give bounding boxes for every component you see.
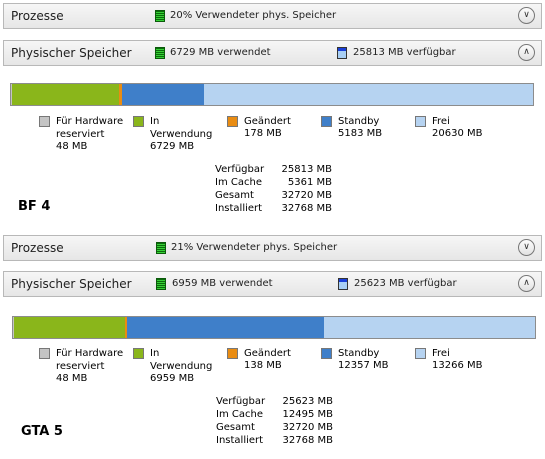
- legend-label: In Verwendung: [150, 348, 213, 372]
- stat-value: 25813 MB: [281, 164, 332, 175]
- legend-label: Für Hardware reserviert: [56, 116, 124, 140]
- stat-key: Gesamt: [216, 422, 255, 433]
- legend-label: Geändert: [244, 116, 291, 127]
- hardware-reserved-segment: [11, 84, 12, 105]
- game-label: GTA 5: [21, 424, 63, 439]
- processes-header[interactable]: Prozesse 21% Verwendeter phys. Speicher …: [3, 235, 542, 261]
- legend-value: 12357 MB: [338, 360, 389, 371]
- stat-key: Im Cache: [216, 409, 263, 420]
- standby-segment: [126, 317, 324, 338]
- processes-header[interactable]: Prozesse 20% Verwendeter phys. Speicher …: [3, 3, 542, 29]
- processes-title: Prozesse: [11, 241, 64, 255]
- legend-value: 48 MB: [56, 373, 88, 384]
- physical-memory-header[interactable]: Physischer Speicher 6729 MB verwendet 25…: [3, 40, 542, 66]
- legend-swatch: [321, 116, 332, 127]
- stat-value: 5361 MB: [287, 177, 332, 188]
- legend-swatch: [133, 116, 144, 127]
- stat-value: 32720 MB: [281, 190, 332, 201]
- legend-label: Frei: [432, 116, 450, 127]
- legend-swatch: [415, 116, 426, 127]
- legend-label: Geändert: [244, 348, 291, 359]
- memory-bar: [12, 316, 536, 339]
- stat-row: Installiert 32768 MB: [216, 434, 333, 447]
- available-memory-text: 25623 MB verfügbar: [354, 278, 457, 289]
- chevron-down-icon[interactable]: ∨: [518, 239, 535, 256]
- stat-row: Gesamt 32720 MB: [215, 189, 332, 202]
- physical-memory-usage-text: 21% Verwendeter phys. Speicher: [171, 242, 338, 253]
- legend-label: Für Hardware reserviert: [56, 348, 124, 372]
- chevron-down-icon[interactable]: ∨: [518, 7, 535, 24]
- legend-value: 178 MB: [244, 128, 282, 139]
- used-memory-icon: [155, 47, 165, 59]
- memory-bar: [10, 83, 534, 106]
- standby-segment: [121, 84, 205, 105]
- stat-key: Verfügbar: [216, 396, 266, 407]
- stat-value: 25623 MB: [282, 396, 333, 407]
- legend-swatch: [227, 116, 238, 127]
- in-use-segment: [13, 317, 125, 338]
- memory-meter-icon: [155, 10, 165, 22]
- stat-value: 12495 MB: [282, 409, 333, 420]
- memory-meter-icon: [156, 242, 166, 254]
- hardware-reserved-segment: [13, 317, 14, 338]
- used-memory-text: 6729 MB verwendet: [170, 47, 271, 58]
- free-segment: [204, 84, 533, 105]
- stat-row: Gesamt 32720 MB: [216, 421, 333, 434]
- stat-row: Im Cache 12495 MB: [216, 408, 333, 421]
- legend-value: 13266 MB: [432, 360, 483, 371]
- available-memory-icon: [337, 47, 347, 59]
- stat-value: 32768 MB: [282, 435, 333, 446]
- stat-key: Im Cache: [215, 177, 262, 188]
- stat-key: Verfügbar: [215, 164, 265, 175]
- memory-panel-bf4: Prozesse 20% Verwendeter phys. Speicher …: [3, 3, 542, 227]
- legend-swatch: [39, 348, 50, 359]
- available-memory-text: 25813 MB verfügbar: [353, 47, 456, 58]
- stat-key: Installiert: [216, 435, 264, 446]
- legend-label: Standby: [338, 116, 380, 127]
- memory-stats: Verfügbar 25623 MB Im Cache 12495 MB Gesamt 3…: [216, 395, 333, 447]
- chevron-up-icon[interactable]: ∧: [518, 275, 535, 292]
- memory-panel-gta5: Prozesse 21% Verwendeter phys. Speicher …: [3, 235, 542, 457]
- legend-swatch: [39, 116, 50, 127]
- legend-value: 6959 MB: [150, 373, 195, 384]
- legend-swatch: [321, 348, 332, 359]
- physical-memory-header[interactable]: Physischer Speicher 6959 MB verwendet 25…: [3, 271, 542, 297]
- memory-stats: Verfügbar 25813 MB Im Cache 5361 MB Gesamt 32…: [215, 163, 332, 215]
- stat-key: Gesamt: [215, 190, 254, 201]
- legend-label: In Verwendung: [150, 116, 213, 140]
- in-use-segment: [11, 84, 119, 105]
- stat-key: Installiert: [215, 203, 263, 214]
- stat-value: 32720 MB: [282, 422, 333, 433]
- chevron-up-icon[interactable]: ∧: [518, 44, 535, 61]
- stat-row: Im Cache 5361 MB: [215, 176, 332, 189]
- physical-memory-title: Physischer Speicher: [11, 277, 132, 291]
- legend-swatch: [227, 348, 238, 359]
- legend-value: 5183 MB: [338, 128, 383, 139]
- legend-swatch: [415, 348, 426, 359]
- game-label: BF 4: [18, 199, 51, 214]
- legend-value: 6729 MB: [150, 141, 195, 152]
- legend-swatch: [133, 348, 144, 359]
- legend-label: Frei: [432, 348, 450, 359]
- used-memory-text: 6959 MB verwendet: [172, 278, 273, 289]
- legend-label: Standby: [338, 348, 380, 359]
- stat-row: Verfügbar 25813 MB: [215, 163, 332, 176]
- legend-value: 20630 MB: [432, 128, 483, 139]
- free-segment: [323, 317, 535, 338]
- physical-memory-title: Physischer Speicher: [11, 46, 132, 60]
- processes-title: Prozesse: [11, 9, 64, 23]
- stat-value: 32768 MB: [281, 203, 332, 214]
- physical-memory-usage-text: 20% Verwendeter phys. Speicher: [170, 10, 337, 21]
- modified-segment: [124, 317, 127, 338]
- stat-row: Verfügbar 25623 MB: [216, 395, 333, 408]
- stat-row: Installiert 32768 MB: [215, 202, 332, 215]
- modified-segment: [119, 84, 122, 105]
- available-memory-icon: [338, 278, 348, 290]
- used-memory-icon: [156, 278, 166, 290]
- legend-value: 48 MB: [56, 141, 88, 152]
- legend-value: 138 MB: [244, 360, 282, 371]
